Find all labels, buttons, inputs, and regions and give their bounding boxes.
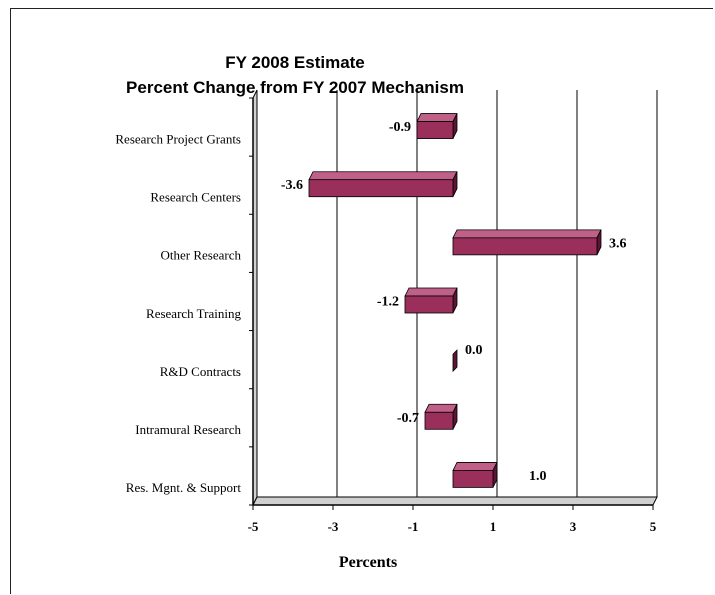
category-label: R&D Contracts: [160, 364, 241, 379]
data-label: 1.0: [529, 469, 547, 484]
labels: -5 -3 -1 1 3 5 Research Project Grants -0.9 Rese…: [115, 120, 656, 534]
bar: [452, 470, 494, 488]
category-label: Research Centers: [150, 189, 241, 204]
bar-top-face: [452, 229, 602, 239]
x-tick-label: -5: [248, 519, 259, 534]
bar-top-face: [416, 113, 458, 122]
category-label: Intramural Research: [135, 422, 241, 437]
category-label: Res. Mgnt. & Support: [126, 480, 242, 495]
bar: [452, 237, 598, 256]
x-tick-label: 3: [570, 519, 577, 534]
bar: [404, 295, 454, 314]
axes: [249, 89, 658, 510]
category-label: Research Project Grants: [115, 131, 241, 146]
data-label: 0.0: [465, 343, 483, 358]
bar: [452, 349, 458, 373]
bar: [424, 411, 454, 430]
chart-subtitle: Percent Change from FY 2007 Mechanism: [126, 78, 464, 97]
x-axis-label: Percents: [339, 554, 397, 571]
data-label: 3.6: [609, 236, 627, 251]
x-tick-label: 1: [490, 519, 497, 534]
chart-frame: [10, 8, 713, 594]
x-tick-label: -1: [408, 519, 419, 534]
chart-title: FY 2008 Estimate: [225, 53, 365, 72]
bar-top-face: [404, 287, 458, 297]
x-axis-floor: [252, 496, 658, 506]
x-tick-label: 5: [650, 519, 657, 534]
data-label: -1.2: [377, 295, 399, 310]
bar-top-face: [308, 171, 458, 181]
bar: [308, 179, 454, 198]
x-tick-label: -3: [328, 519, 339, 534]
data-label: -0.9: [389, 120, 411, 135]
data-label: -3.6: [281, 178, 303, 193]
category-label: Research Training: [146, 306, 241, 321]
category-label: Other Research: [161, 248, 242, 263]
chart-title-block: FY 2008 Estimate Percent Change from FY …: [60, 50, 530, 100]
data-label: -0.7: [397, 411, 419, 426]
bar-top-face: [424, 403, 458, 413]
bar: [416, 121, 454, 139]
bar-top-face: [452, 462, 498, 471]
bars: [308, 113, 602, 488]
